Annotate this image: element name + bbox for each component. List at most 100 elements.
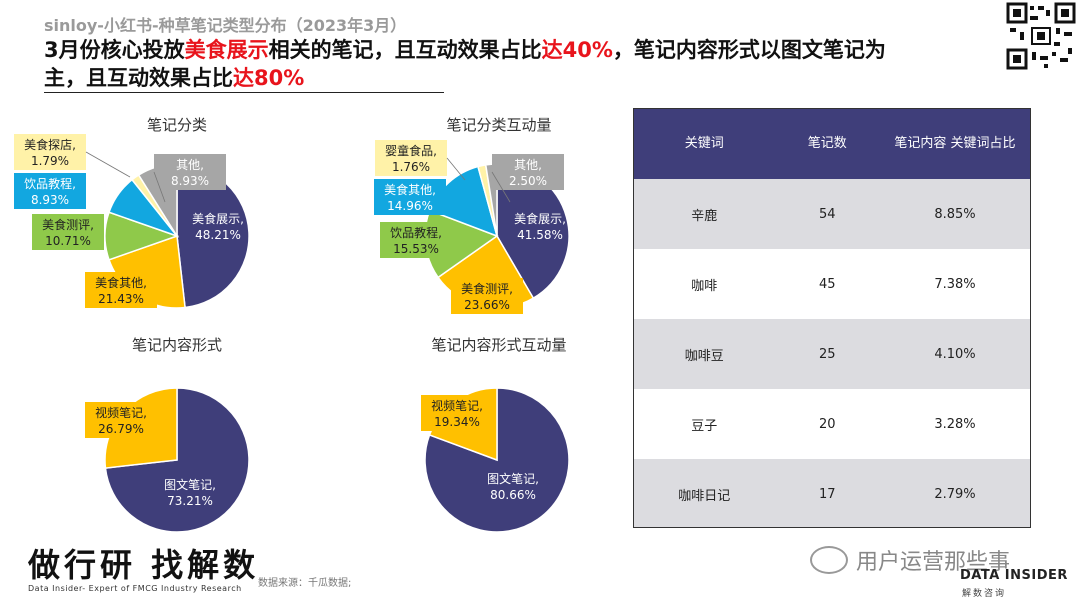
slice-label: 美食其他, 14.96%: [374, 179, 446, 215]
slice-label-value: 2.50%: [509, 174, 547, 188]
slice-label-value: 41.58%: [517, 228, 563, 242]
slice-label: 图文笔记, 73.21%: [164, 477, 216, 508]
headline-highlight-2: 达40%: [541, 38, 613, 62]
slice-label: 图文笔记, 80.66%: [487, 471, 539, 502]
leader-line: [491, 171, 511, 203]
slice-label-name: 美食测评,: [42, 217, 94, 232]
slice-label-value: 8.93%: [171, 174, 209, 188]
slice-label-name: 其他,: [176, 158, 204, 172]
slice-label-name: 视频笔记,: [95, 405, 147, 420]
table-cell: 54: [774, 179, 880, 249]
data-source-note: 数据来源：千瓜数据;: [258, 578, 352, 589]
slice-label-value: 15.53%: [393, 242, 439, 256]
slice-label-value: 19.34%: [434, 415, 480, 429]
slice-label-value: 8.93%: [31, 193, 69, 207]
slice-label-box: [380, 222, 452, 258]
leader-line: [153, 171, 166, 203]
wechat-account-name: 用户运营那些事: [856, 550, 1011, 575]
headline-part-1: 3月份核心投放: [44, 38, 185, 62]
slice-label-value: 80.66%: [490, 488, 536, 502]
table-cell: 8.85%: [880, 179, 1030, 249]
table-row: 咖啡日记 17 2.79%: [634, 459, 1030, 527]
slice-label-box: [32, 214, 104, 250]
table-cell: 20: [774, 389, 880, 459]
slice-label-box: [375, 140, 447, 176]
table-cell: 45: [774, 249, 880, 319]
headline-highlight-3: 达80%: [233, 66, 305, 90]
table-cell: 咖啡: [634, 249, 775, 319]
slice-label-box: [154, 154, 226, 190]
slice-label: 美食展示, 48.21%: [192, 211, 244, 242]
slice-label: 美食其他, 21.43%: [85, 272, 157, 308]
slice-label-value: 23.66%: [464, 298, 510, 312]
chart-title: 笔记内容形式互动量: [431, 336, 566, 354]
slice-label-name: 美食其他,: [384, 182, 436, 197]
slice-label-name: 美食展示,: [514, 211, 566, 226]
table-header-row: 关键词 笔记数 笔记内容 关键词占比: [634, 109, 1030, 179]
slice-label-value: 1.79%: [31, 154, 69, 168]
slice-label: 美食测评, 10.71%: [32, 214, 104, 250]
slice-label: 其他, 2.50%: [491, 154, 564, 203]
wechat-icon: [810, 546, 848, 574]
slice-label: 饮品教程, 15.53%: [380, 222, 452, 258]
slice-label-name: 图文笔记,: [487, 471, 539, 486]
slice-label: 美食展示, 41.58%: [514, 211, 566, 242]
chart-title: 笔记内容形式: [132, 336, 222, 354]
keyword-table: 关键词 笔记数 笔记内容 关键词占比 辛鹿 54 8.85% 咖啡 45 7.3…: [633, 108, 1031, 528]
column-header: 关键词: [634, 109, 775, 179]
slice-label-name: 图文笔记,: [164, 477, 216, 492]
slice-label-value: 26.79%: [98, 422, 144, 436]
table-cell: 4.10%: [880, 319, 1030, 389]
brand-tagline: Data Insider- Expert of FMCG Industry Re…: [28, 584, 242, 593]
slice-label-value: 1.76%: [392, 160, 430, 174]
headline-highlight-1: 美食展示: [184, 38, 269, 62]
table-cell: 3.28%: [880, 389, 1030, 459]
slice-label-name: 美食探店,: [24, 137, 76, 152]
table-cell: 咖啡日记: [634, 459, 775, 527]
slice-label-name: 饮品教程,: [390, 225, 442, 240]
slice-label-name: 其他,: [514, 158, 542, 172]
slice-label-value: 14.96%: [387, 199, 433, 213]
table-row: 豆子 20 3.28%: [634, 389, 1030, 459]
wechat-watermark: 用户运营那些事: [810, 544, 1010, 576]
table-row: 辛鹿 54 8.85%: [634, 179, 1030, 249]
qr-code-icon: [1006, 2, 1076, 70]
brand-logo: 做行研 找解数: [28, 546, 260, 584]
headline-part-3: ，笔记内容形式以图文笔记为主，且互动效果占比: [44, 38, 886, 90]
table-cell: 17: [774, 459, 880, 527]
slice-label-box: [374, 179, 446, 215]
table-cell: 辛鹿: [634, 179, 775, 249]
page-headline: 3月份核心投放美食展示相关的笔记，且互动效果占比达40%，笔记内容形式以图文笔记…: [44, 36, 924, 92]
table-cell: 25: [774, 319, 880, 389]
slice-label-box: [85, 402, 157, 438]
leader-line: [85, 151, 131, 178]
slice-label-value: 21.43%: [98, 292, 144, 306]
table-row: 咖啡豆 25 4.10%: [634, 319, 1030, 389]
table-row: 咖啡 45 7.38%: [634, 249, 1030, 319]
slice-label-box: [14, 134, 86, 170]
headline-part-2: 相关的笔记，且互动效果占比: [268, 38, 542, 62]
slice-label-box: [451, 278, 523, 314]
table-cell: 豆子: [634, 389, 775, 459]
slice-label-box: [421, 395, 493, 431]
table-cell: 咖啡豆: [634, 319, 775, 389]
slice-label: 美食测评, 23.66%: [451, 278, 523, 314]
slice-label: 视频笔记, 26.79%: [85, 402, 157, 438]
slice-label-value: 10.71%: [45, 234, 91, 248]
slice-label-box: [85, 272, 157, 308]
slice-label: 美食探店, 1.79%: [14, 134, 131, 178]
column-header: 笔记内容 关键词占比: [880, 109, 1030, 179]
slice-label-name: 视频笔记,: [431, 398, 483, 413]
slice-label: 饮品教程, 8.93%: [14, 173, 86, 209]
slice-label-name: 饮品教程,: [24, 176, 76, 191]
table-cell: 2.79%: [880, 459, 1030, 527]
slice-label-name: 婴童食品,: [385, 143, 437, 158]
page-subtitle: sinloy-小红书-种草笔记类型分布（2023年3月）: [44, 16, 407, 35]
slice-label: 其他, 8.93%: [153, 154, 226, 203]
slice-label-box: [14, 173, 86, 209]
